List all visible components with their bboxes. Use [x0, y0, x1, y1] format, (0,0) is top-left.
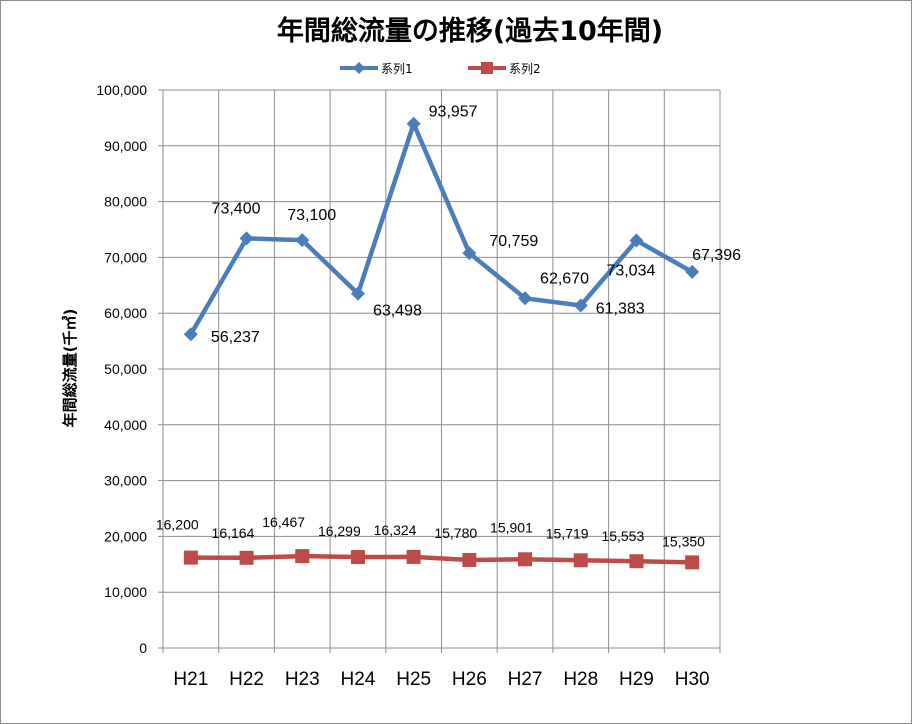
- data-labels: 56,237 73,400 73,100 63,498 93,957 70,759 62,6…: [156, 104, 741, 550]
- y-axis-label: 年間総流量(千㎥): [61, 309, 79, 428]
- data-label-series1: 63,498: [373, 303, 422, 320]
- legend: 系列1 系列2: [340, 62, 541, 76]
- y-tick-label: 10,000: [104, 584, 147, 600]
- legend-marker-series1: [353, 62, 365, 74]
- y-tick-label: 40,000: [104, 417, 147, 433]
- data-point: [518, 552, 533, 567]
- data-label-series1: 56,237: [211, 329, 260, 346]
- data-point: [295, 549, 310, 564]
- data-label-series2: 16,324: [374, 522, 417, 538]
- y-tick-label: 0: [139, 640, 147, 656]
- data-point: [685, 555, 700, 570]
- x-tick-label: H30: [675, 669, 710, 690]
- data-label-series1: 61,383: [596, 300, 645, 317]
- data-label-series2: 15,350: [662, 533, 705, 549]
- data-label-series2: 15,553: [601, 528, 644, 544]
- x-tick-label: H26: [452, 669, 487, 690]
- data-label-series1: 73,100: [287, 207, 336, 224]
- x-tick-labels: H21 H22 H23 H24 H25 H26 H27 H28 H29 H30: [173, 669, 709, 690]
- data-point: [462, 552, 477, 567]
- data-label-series2: 15,901: [490, 519, 533, 535]
- series-line-2: [190, 553, 693, 565]
- data-point: [183, 327, 198, 342]
- data-label-series2: 15,780: [434, 525, 477, 541]
- gridlines: [158, 89, 721, 653]
- y-tick-label: 60,000: [104, 305, 147, 321]
- x-tick-label: H25: [396, 669, 431, 690]
- x-tick-label: H23: [285, 669, 320, 690]
- data-label-series1: 62,670: [540, 270, 589, 287]
- y-tick-labels: 0 10,000 20,000 30,000 40,000 50,000 60,000 70,…: [96, 82, 147, 656]
- y-tick-label: 90,000: [104, 138, 147, 154]
- legend-label-series1: 系列1: [381, 62, 413, 76]
- chart-title: 年間総流量の推移(過去10年間): [277, 15, 663, 47]
- y-tick-label: 50,000: [104, 361, 147, 377]
- data-point: [573, 553, 588, 568]
- x-tick-label: H29: [619, 669, 654, 690]
- data-point: [629, 233, 644, 248]
- data-point: [350, 550, 365, 565]
- data-point: [350, 286, 365, 301]
- data-point: [685, 264, 700, 279]
- data-point: [629, 554, 644, 569]
- data-point: [518, 291, 533, 306]
- legend-label-series2: 系列2: [509, 62, 541, 76]
- data-point: [406, 549, 421, 564]
- x-tick-label: H21: [173, 669, 208, 690]
- y-tick-label: 30,000: [104, 473, 147, 489]
- data-label-series2: 16,200: [156, 517, 199, 533]
- data-point: [295, 233, 310, 248]
- data-point: [239, 231, 254, 246]
- x-tick-label: H24: [341, 669, 376, 690]
- data-point: [183, 550, 198, 565]
- x-tick-label: H27: [508, 669, 543, 690]
- data-label-series1: 73,034: [606, 262, 655, 279]
- y-tick-label: 20,000: [104, 528, 147, 544]
- series-line-1: [188, 121, 694, 336]
- data-point: [462, 246, 477, 261]
- series-group: [183, 116, 700, 570]
- data-label-series2: 16,164: [212, 525, 255, 541]
- data-label-series2: 16,467: [262, 514, 305, 530]
- x-tick-label: H22: [229, 669, 264, 690]
- data-point: [406, 116, 421, 131]
- data-label-series2: 15,719: [546, 525, 589, 541]
- data-label-series1: 67,396: [692, 247, 741, 264]
- legend-marker-series2: [481, 62, 493, 74]
- y-tick-label: 100,000: [96, 82, 147, 98]
- data-label-series1: 73,400: [212, 200, 261, 217]
- data-point: [573, 298, 588, 313]
- data-label-series1: 93,957: [429, 104, 478, 121]
- data-point: [239, 550, 254, 565]
- data-label-series1: 70,759: [489, 233, 538, 250]
- x-tick-label: H28: [563, 669, 598, 690]
- y-tick-label: 70,000: [104, 249, 147, 265]
- data-label-series2: 16,299: [318, 523, 361, 539]
- y-tick-label: 80,000: [104, 194, 147, 210]
